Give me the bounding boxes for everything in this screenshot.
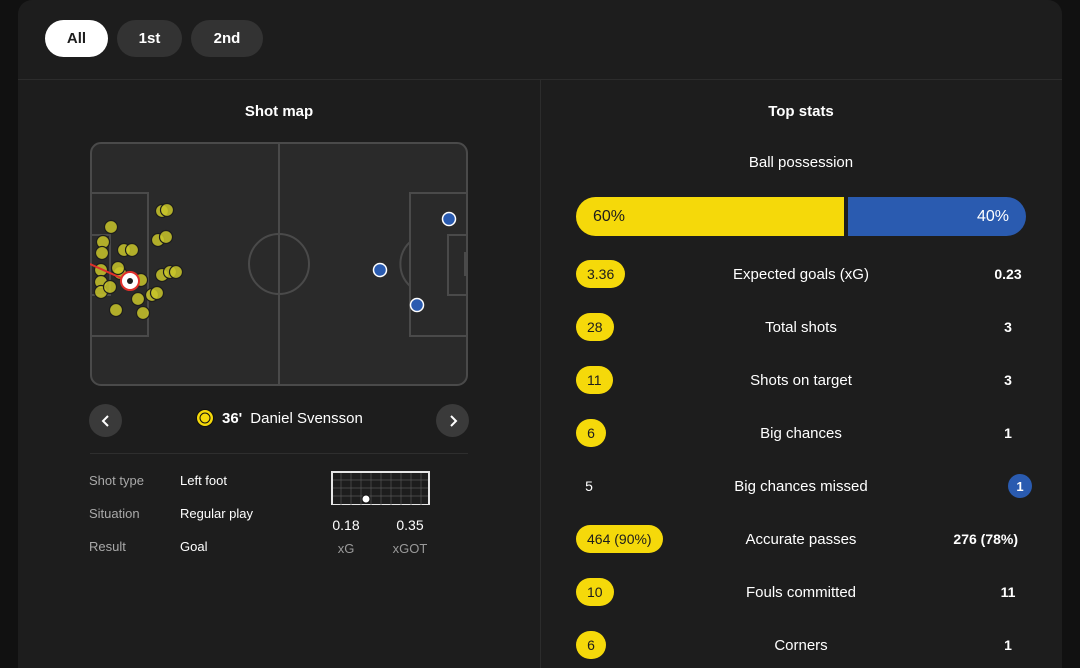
goal-frame-graphic — [331, 471, 430, 505]
home-shot-marker — [110, 260, 126, 276]
shot-minute: 36' — [222, 409, 243, 427]
stat-row: 11 Shots on target 3 — [576, 366, 1026, 394]
ball-possession-label: Ball possession — [748, 154, 854, 171]
stat-label: Total shots — [765, 318, 837, 336]
stat-home-value: 6 — [576, 631, 606, 659]
selected-shot-player: 36' Daniel Svensson — [196, 409, 363, 427]
xg-value: 0.18 — [332, 517, 360, 533]
result-value: Goal — [180, 539, 208, 554]
tab-2nd[interactable]: 2nd — [191, 20, 263, 57]
stat-row: 5 Big chances missed 1 — [576, 472, 1032, 500]
stat-label: Shots on target — [750, 371, 852, 389]
home-shot-marker — [149, 285, 165, 301]
shot-type-label: Shot type — [89, 473, 144, 488]
stat-label: Expected goals (xG) — [733, 265, 869, 283]
tab-1st[interactable]: 1st — [117, 20, 182, 57]
stat-away-value: 1 — [1004, 637, 1012, 653]
home-shots — [93, 202, 184, 321]
away-shots — [372, 211, 457, 313]
stat-row: 28 Total shots 3 — [576, 313, 1026, 341]
xgot-label: xGOT — [392, 541, 428, 556]
stat-away-value: 11 — [1000, 584, 1016, 600]
home-shot-marker — [108, 302, 124, 318]
stat-label: Fouls committed — [745, 583, 857, 601]
shot-type-value: Left foot — [180, 473, 227, 488]
home-shot-marker — [158, 229, 174, 245]
right-penalty-arc — [399, 241, 411, 287]
next-shot-button[interactable] — [436, 404, 469, 437]
previous-shot-button[interactable] — [89, 404, 122, 437]
home-shot-marker — [103, 219, 119, 235]
situation-label: Situation — [89, 506, 140, 521]
shot-map-title: Shot map — [244, 103, 314, 120]
stat-away-value: 0.23 — [994, 266, 1022, 282]
stat-row: 6 Corners 1 — [576, 631, 1026, 659]
team-crest-icon — [196, 409, 214, 427]
stat-away-value: 3 — [1004, 319, 1012, 335]
stat-home-value: 11 — [576, 366, 613, 394]
stat-label: Big chances missed — [734, 477, 868, 495]
stat-away-value: 1 — [1004, 425, 1012, 441]
top-stats-title: Top stats — [768, 103, 834, 120]
stat-label: Corners — [774, 636, 828, 654]
match-stats-card: All 1st 2nd Shot map 36' Daniel Svensson — [18, 0, 1062, 668]
center-circle — [248, 233, 310, 295]
xg-label: xG — [337, 541, 355, 556]
away-shot-marker — [372, 262, 388, 278]
stat-away-value: 1 — [1008, 474, 1032, 498]
away-shot-marker — [409, 297, 425, 313]
home-shot-marker — [124, 242, 140, 258]
possession-home: 60% — [576, 197, 844, 236]
detail-divider — [90, 453, 468, 454]
home-shot-marker — [130, 291, 146, 307]
possession-bar: 60% 40% — [576, 197, 1026, 236]
stat-away-value: 3 — [1004, 372, 1012, 388]
right-goal — [464, 252, 468, 276]
situation-value: Regular play — [180, 506, 253, 521]
home-shot-marker — [94, 245, 110, 261]
header-divider — [18, 79, 1062, 80]
chevron-left-icon — [101, 414, 109, 427]
ball-icon — [361, 494, 371, 504]
possession-away: 40% — [847, 197, 1026, 236]
home-shot-marker — [102, 279, 118, 295]
shot-map-pitch — [90, 142, 468, 386]
stat-home-value: 10 — [576, 578, 614, 606]
result-label: Result — [89, 539, 126, 554]
tab-all[interactable]: All — [45, 20, 108, 57]
period-tabs: All 1st 2nd — [45, 20, 263, 57]
column-divider — [540, 80, 541, 668]
stat-home-value: 28 — [576, 313, 614, 341]
ball-icon — [127, 278, 133, 284]
home-shot-marker — [168, 264, 184, 280]
stat-home-value: 3.36 — [576, 260, 626, 288]
stat-row: 464 (90%) Accurate passes 276 (78%) — [576, 525, 1026, 553]
shot-player-name: Daniel Svensson — [250, 409, 363, 427]
chevron-right-icon — [449, 414, 457, 427]
home-shot-marker — [159, 202, 175, 218]
away-shot-marker — [441, 211, 457, 227]
selected-shot-marker — [90, 263, 140, 291]
stat-row: 6 Big chances 1 — [576, 419, 1026, 447]
stat-home-value: 6 — [576, 419, 606, 447]
stat-row: 10 Fouls committed 11 — [576, 578, 1026, 606]
stat-label: Big chances — [760, 424, 842, 442]
stat-home-value: 464 (90%) — [576, 525, 663, 553]
home-shot-marker — [135, 305, 151, 321]
stat-home-value: 5 — [585, 478, 593, 494]
stat-row: 3.36 Expected goals (xG) 0.23 — [576, 260, 1026, 288]
stat-away-value: 276 (78%) — [953, 531, 1018, 547]
xgot-value: 0.35 — [396, 517, 424, 533]
